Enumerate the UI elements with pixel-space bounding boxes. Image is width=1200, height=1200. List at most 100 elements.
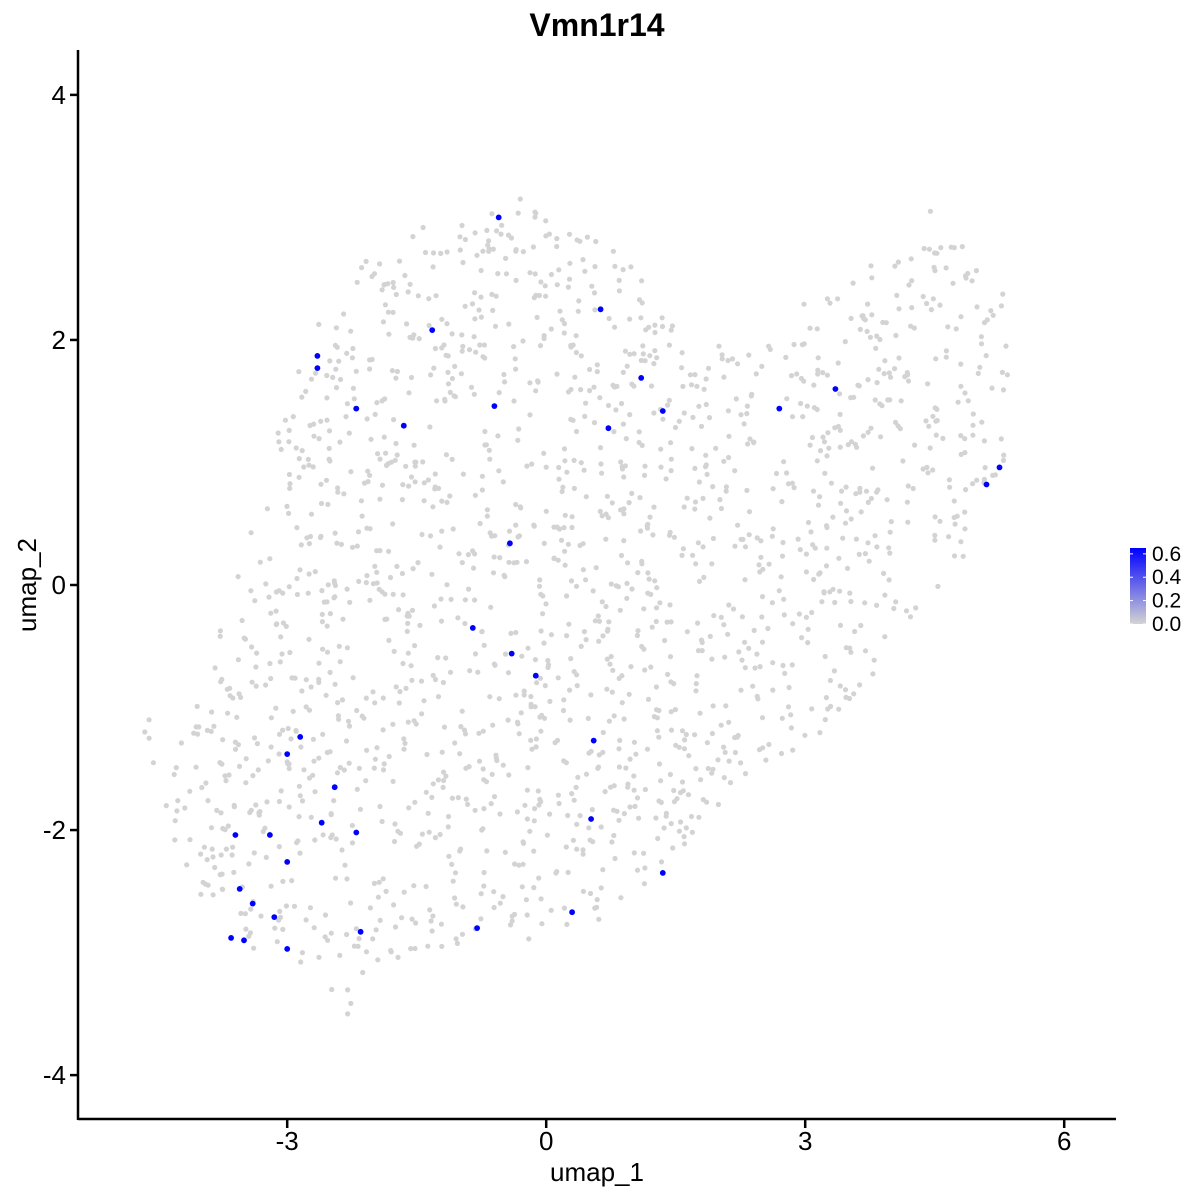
expressing-cell-point	[996, 464, 1003, 471]
background-cell-point	[848, 315, 854, 321]
background-cell-point	[621, 811, 628, 817]
background-cell-point	[624, 580, 630, 587]
background-cell-point	[511, 398, 517, 404]
background-cell-point	[837, 622, 844, 629]
background-cell-point	[457, 247, 463, 253]
background-cell-point	[399, 497, 405, 503]
background-cell-point	[407, 281, 413, 287]
background-cell-point	[704, 799, 710, 805]
background-cell-point	[203, 780, 209, 786]
background-cell-point	[962, 436, 968, 442]
background-cell-point	[236, 763, 243, 770]
background-cell-point	[466, 586, 472, 592]
background-cell-point	[779, 715, 785, 721]
background-cell-point	[960, 553, 966, 559]
background-cell-point	[390, 778, 396, 785]
background-cell-point	[884, 497, 890, 503]
background-cell-point	[776, 588, 782, 594]
background-cell-point	[217, 760, 223, 766]
background-cell-point	[445, 381, 452, 387]
background-cell-point	[432, 484, 438, 490]
background-cell-point	[332, 582, 338, 589]
background-cell-point	[520, 861, 526, 867]
background-cell-point	[710, 484, 716, 490]
background-cell-point	[790, 621, 796, 627]
background-cell-point	[303, 677, 309, 683]
background-cell-point	[622, 348, 629, 354]
background-cell-point	[583, 771, 590, 777]
background-cell-point	[781, 612, 787, 618]
background-cell-point	[695, 540, 702, 546]
background-cell-point	[381, 761, 387, 767]
background-cell-point	[659, 315, 665, 321]
background-cell-point	[637, 495, 643, 501]
background-cell-point	[702, 464, 709, 470]
background-cell-point	[970, 422, 976, 428]
background-cell-point	[255, 767, 261, 773]
background-cell-point	[391, 648, 397, 655]
background-cell-point	[329, 832, 335, 838]
background-cell-point	[823, 523, 830, 529]
background-cell-point	[536, 583, 543, 589]
expressing-cell-point	[249, 900, 256, 907]
expressing-cell-point	[569, 909, 575, 916]
background-cell-point	[336, 358, 342, 364]
background-cell-point	[280, 620, 286, 626]
background-cell-point	[326, 445, 332, 451]
background-cell-point	[931, 264, 937, 270]
background-cell-point	[354, 279, 360, 285]
background-cell-point	[395, 954, 401, 961]
background-cell-point	[857, 489, 863, 495]
background-cell-point	[452, 740, 458, 746]
background-cell-point	[610, 667, 616, 673]
background-cell-point	[842, 687, 849, 693]
background-cell-point	[735, 732, 741, 739]
background-cell-point	[199, 784, 205, 791]
background-cell-point	[586, 825, 592, 831]
background-cell-point	[742, 665, 748, 671]
background-cell-point	[831, 668, 838, 674]
background-cell-point	[235, 574, 241, 580]
background-cell-point	[826, 445, 832, 451]
background-cell-point	[977, 364, 983, 370]
background-cell-point	[618, 895, 624, 901]
background-cell-point	[668, 727, 675, 733]
background-cell-point	[681, 504, 687, 510]
background-cell-point	[757, 664, 763, 670]
background-cell-point	[390, 591, 396, 597]
background-cell-point	[652, 329, 658, 336]
background-cell-point	[744, 487, 750, 493]
background-cell-point	[695, 648, 702, 654]
background-cell-point	[253, 664, 259, 670]
background-cell-point	[799, 635, 805, 641]
background-cell-point	[312, 569, 318, 575]
background-cell-point	[459, 222, 465, 229]
expressing-cell-point	[605, 425, 612, 432]
background-cell-point	[1000, 457, 1007, 463]
background-cell-point	[286, 765, 292, 772]
background-cell-point	[239, 617, 245, 624]
background-cell-point	[868, 425, 874, 431]
background-cell-point	[449, 861, 455, 868]
background-cell-point	[886, 545, 892, 551]
background-cell-point	[652, 348, 658, 354]
background-cell-point	[963, 487, 969, 493]
background-cell-point	[856, 383, 862, 389]
background-cell-point	[296, 474, 302, 480]
background-cell-point	[781, 459, 787, 465]
background-cell-point	[412, 945, 418, 952]
background-cell-point	[696, 479, 703, 485]
background-cell-point	[289, 878, 295, 884]
background-cell-point	[704, 471, 710, 477]
background-cell-point	[293, 445, 299, 451]
background-cell-point	[335, 700, 341, 706]
background-cell-point	[198, 891, 204, 897]
background-cell-point	[571, 457, 577, 463]
background-cell-point	[368, 436, 374, 442]
background-cell-point	[631, 850, 637, 856]
background-cell-point	[578, 353, 584, 359]
background-cell-point	[264, 506, 270, 512]
background-cell-point	[878, 434, 884, 440]
background-cell-point	[817, 494, 823, 500]
background-cell-point	[316, 954, 322, 960]
